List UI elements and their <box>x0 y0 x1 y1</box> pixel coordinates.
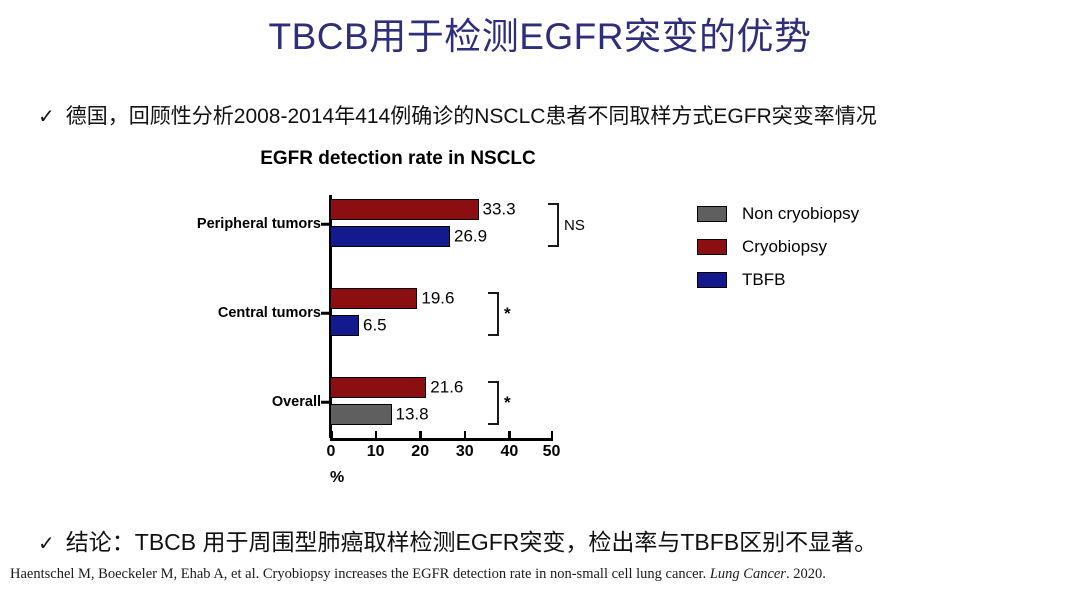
significance-label-overall: * <box>504 392 511 412</box>
significance-bracket-central: * <box>488 292 511 336</box>
legend-label-non-cryobiopsy: Non cryobiopsy <box>742 204 860 223</box>
subtitle-text: 德国，回顾性分析2008-2014年414例确诊的NSCLC患者不同取样方式EG… <box>65 105 877 128</box>
category-label-central-tumors: Central tumors <box>217 305 321 321</box>
checkmark-icon: ✓ <box>38 531 55 555</box>
bar-central-tbfb[interactable] <box>330 315 359 336</box>
bar-overall-non-cryobiopsy[interactable] <box>330 404 392 425</box>
x-tick <box>374 431 378 438</box>
legend-item-cryobiopsy[interactable]: Cryobiopsy <box>697 233 859 261</box>
bar-peripheral-tbfb[interactable] <box>330 226 450 247</box>
chart-title: EGFR detection rate in NSCLC <box>260 148 536 169</box>
legend-item-tbfb[interactable]: TBFB <box>697 266 859 294</box>
bar-overall-cryobiopsy[interactable] <box>330 377 427 398</box>
x-tick-label-40: 40 <box>500 443 519 460</box>
category-label-peripheral-tumors: Peripheral tumors <box>196 216 321 232</box>
bar-group-peripheral-tumors: Peripheral tumors 33.3 26.9 NS <box>197 199 585 249</box>
significance-label-peripheral: NS <box>564 216 585 234</box>
category-tick <box>321 311 330 315</box>
bar-value-overall-cryobiopsy: 21.6 <box>430 377 464 397</box>
x-axis: 0 10 20 30 40 50 % <box>326 431 560 486</box>
citation: Haentschel M, Boeckeler M, Ehab A, et al… <box>10 566 826 583</box>
checkmark-icon: ✓ <box>38 104 55 128</box>
category-label-overall: Overall <box>271 394 321 410</box>
legend-label-cryobiopsy: Cryobiopsy <box>742 237 828 256</box>
x-tick <box>463 431 467 438</box>
chart-legend: Non cryobiopsy Cryobiopsy TBFB <box>697 200 859 299</box>
x-axis-title: % <box>330 469 345 486</box>
legend-swatch-non-cryobiopsy <box>697 206 727 222</box>
conclusion-bullet-row: ✓ 结论：TBCB 用于周围型肺癌取样检测EGFR突变，检出率与TBFB区别不显… <box>38 523 877 557</box>
x-tick-label-0: 0 <box>326 443 336 460</box>
citation-main-text: Haentschel M, Boeckeler M, Ehab A, et al… <box>10 566 710 582</box>
page-title: TBCB用于检测EGFR突变的优势 <box>268 16 812 57</box>
x-tick-label-10: 10 <box>366 443 385 460</box>
x-tick <box>550 431 553 438</box>
bar-value-central-tbfb: 6.5 <box>363 315 387 335</box>
legend-swatch-cryobiopsy <box>697 239 727 255</box>
significance-label-central: * <box>504 303 511 323</box>
x-axis-line <box>330 438 553 441</box>
subtitle-bullet-row: ✓ 德国，回顾性分析2008-2014年414例确诊的NSCLC患者不同取样方式… <box>38 100 877 130</box>
bar-central-cryobiopsy[interactable] <box>330 288 418 309</box>
significance-bracket-peripheral: NS <box>548 203 585 247</box>
x-tick-label-50: 50 <box>542 443 561 460</box>
category-tick <box>321 222 330 226</box>
chart-plot-area: Peripheral tumors 33.3 26.9 NS Central t… <box>197 195 585 438</box>
x-tick-label-20: 20 <box>411 443 430 460</box>
legend-label-tbfb: TBFB <box>742 270 786 289</box>
citation-journal-name: Lung Cancer <box>709 566 786 582</box>
bar-group-central-tumors: Central tumors 19.6 6.5 * <box>218 288 553 338</box>
x-tick <box>330 431 333 438</box>
bar-value-peripheral-cryobiopsy: 33.3 <box>482 199 516 219</box>
category-tick <box>321 400 330 404</box>
bar-value-overall-non-cryobiopsy: 13.8 <box>395 404 429 424</box>
x-tick <box>508 431 511 438</box>
significance-bracket-overall: * <box>488 381 511 425</box>
citation-year: . 2020. <box>785 566 826 582</box>
legend-swatch-tbfb <box>697 272 727 288</box>
x-tick <box>419 431 422 438</box>
x-tick-label-30: 30 <box>455 443 474 460</box>
chart-figure: EGFR detection rate in NSCLC Peripheral … <box>0 140 1080 490</box>
bar-group-overall: Overall 21.6 13.8 * <box>272 377 553 427</box>
bar-value-peripheral-tbfb: 26.9 <box>454 226 488 246</box>
legend-item-non-cryobiopsy[interactable]: Non cryobiopsy <box>697 200 859 228</box>
bar-peripheral-cryobiopsy[interactable] <box>330 199 479 220</box>
bar-value-central-cryobiopsy: 19.6 <box>421 288 455 308</box>
conclusion-text: 结论：TBCB 用于周围型肺癌取样检测EGFR突变，检出率与TBFB区别不显著。 <box>65 529 878 555</box>
